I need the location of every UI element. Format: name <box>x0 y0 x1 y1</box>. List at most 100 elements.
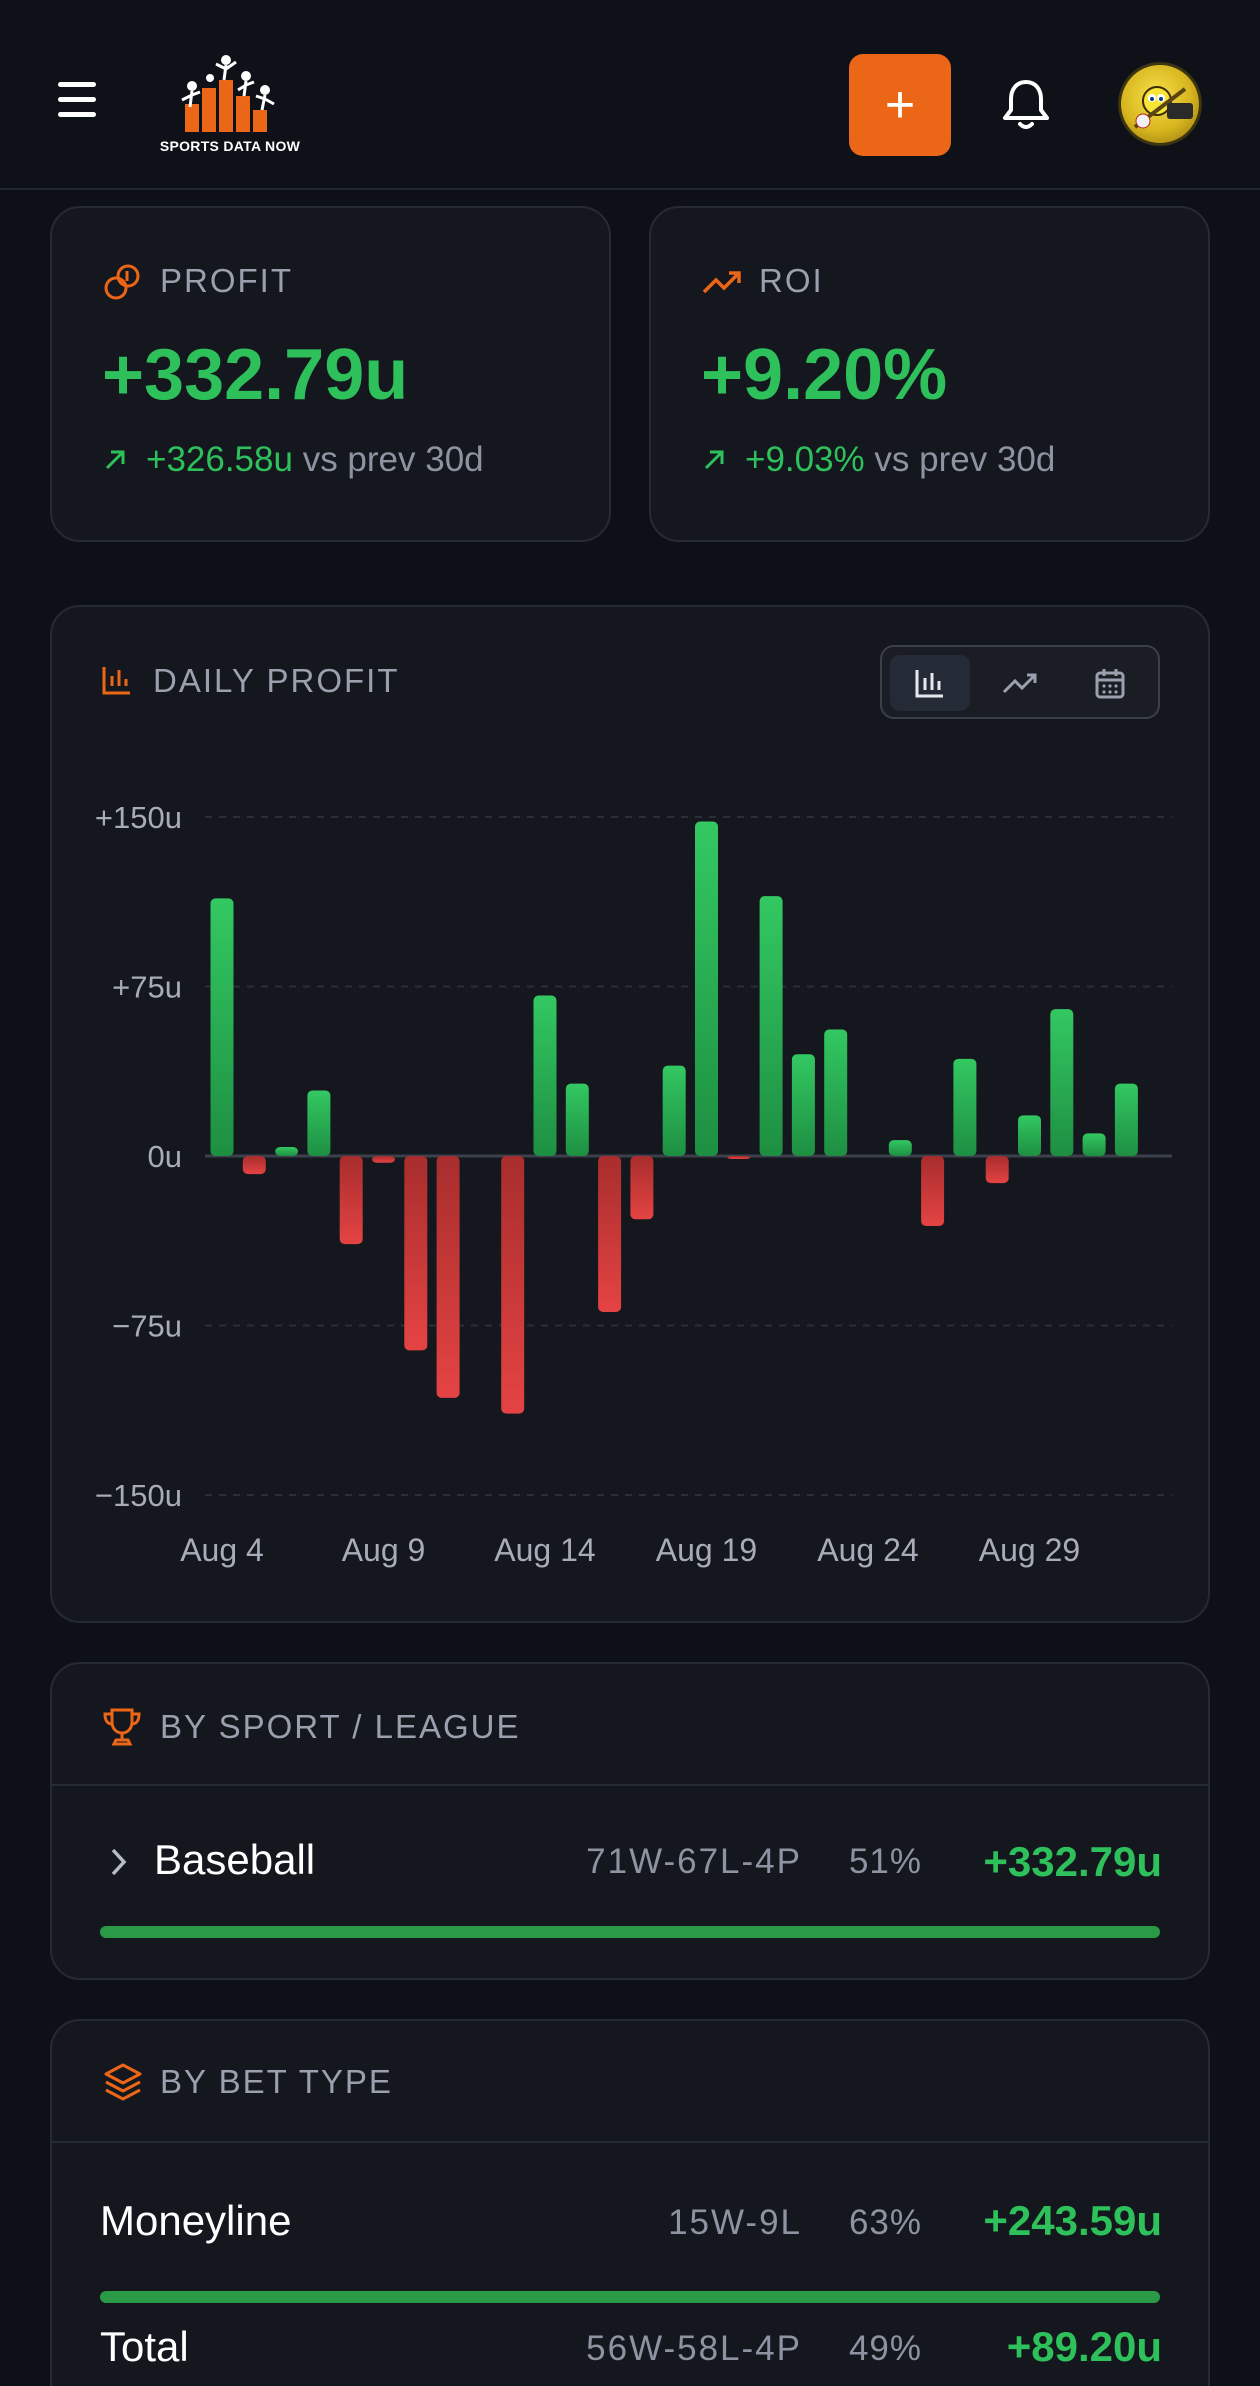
sport-win-pct: 51% <box>848 1842 922 1881</box>
chevron-right-icon[interactable] <box>108 1846 130 1878</box>
calendar-view-button[interactable] <box>1070 655 1150 711</box>
chart-bar-aug-30[interactable] <box>1050 1009 1074 1156</box>
profit-label: PROFIT <box>160 262 293 299</box>
chart-bar-aug-9[interactable] <box>372 1156 395 1163</box>
chart-view-toggle <box>880 645 1160 719</box>
chart-bar-aug-15[interactable] <box>565 1083 589 1156</box>
arrow-up-right-icon <box>704 450 724 470</box>
chart-bar-aug-4[interactable] <box>210 898 234 1156</box>
chart-bar-aug-7[interactable] <box>307 1090 331 1156</box>
sport-profit: +332.79u <box>983 1838 1162 1885</box>
chart-bar-aug-20[interactable] <box>727 1156 751 1159</box>
line-chart-icon <box>1002 673 1037 694</box>
chart-bar-aug-21[interactable] <box>759 896 783 1156</box>
y-tick-label: +75u <box>112 970 182 1005</box>
divider <box>52 2141 1208 2143</box>
bet-type-win-pct: 49% <box>848 2329 922 2368</box>
sport-row-baseball[interactable]: Baseball 71W-67L-4P 51% +332.79u <box>52 1786 1208 1976</box>
chart-bar-aug-28[interactable] <box>985 1156 1009 1184</box>
chart-bar-aug-17[interactable] <box>630 1156 654 1220</box>
profit-card: PROFIT +332.79u +326.58u vs prev 30d <box>50 206 611 542</box>
chart-bar-aug-29[interactable] <box>1018 1115 1041 1156</box>
coins-icon <box>104 264 140 300</box>
chart-bar-aug-27[interactable] <box>953 1058 977 1156</box>
sports-data-now-logo[interactable]: SPORTS DATA NOW <box>150 52 310 162</box>
sport-name: Baseball <box>154 1836 316 1883</box>
roi-change: +9.03% vs prev 30d <box>701 440 1055 480</box>
divider <box>52 1784 1208 1786</box>
chart-bar-aug-31[interactable] <box>1082 1133 1106 1156</box>
sport-record: 71W-67L-4P <box>586 1842 802 1881</box>
x-tick-label: Aug 14 <box>494 1532 595 1568</box>
chart-bar-aug-13[interactable] <box>501 1156 525 1414</box>
bet-type-name: Moneyline <box>100 2197 292 2244</box>
chart-bar-aug-14[interactable] <box>533 995 557 1156</box>
trending-up-icon <box>702 271 741 294</box>
sport-profit-bar <box>100 1926 1160 1938</box>
y-tick-label: −150u <box>95 1478 182 1513</box>
profit-change: +326.58u vs prev 30d <box>102 440 484 480</box>
bar-view-button[interactable] <box>890 655 970 711</box>
bet-type-record: 15W-9L <box>668 2203 802 2242</box>
roi-value: +9.20% <box>701 335 948 415</box>
bet-type-profit: +89.20u <box>1006 2323 1162 2370</box>
by-sport-title: BY SPORT / LEAGUE <box>160 1708 521 1745</box>
daily-profit-label: DAILY PROFIT <box>153 662 400 699</box>
roi-change-suffix: vs prev 30d <box>874 440 1056 479</box>
chart-bar-aug-6[interactable] <box>275 1146 299 1156</box>
trophy-icon <box>103 1708 141 1746</box>
chart-bar-aug-23[interactable] <box>824 1029 848 1156</box>
x-tick-label: Aug 4 <box>180 1532 264 1568</box>
roi-change-value: +9.03% <box>745 440 865 479</box>
chart-bar-aug-22[interactable] <box>791 1054 815 1156</box>
profit-value: +332.79u <box>102 335 409 415</box>
x-tick-label: Aug 29 <box>979 1532 1080 1568</box>
logo-graphic <box>181 55 275 132</box>
chart-bar-aug-19[interactable] <box>695 821 718 1156</box>
x-tick-label: Aug 9 <box>342 1532 426 1568</box>
calendar-icon <box>1095 669 1125 699</box>
by-bet-type-card: BY BET TYPE Moneyline 15W-9L 63% +243.59… <box>50 2019 1210 2386</box>
chart-bar-aug-16[interactable] <box>598 1156 622 1312</box>
x-tick-label: Aug 24 <box>817 1532 918 1568</box>
avatar[interactable] <box>1118 62 1202 146</box>
by-bet-type-title: BY BET TYPE <box>160 2063 393 2100</box>
chart-bar-sep-1[interactable] <box>1114 1083 1138 1156</box>
bet-type-profit-bar <box>100 2291 1160 2303</box>
y-tick-label: 0u <box>148 1139 182 1174</box>
by-sport-card: BY SPORT / LEAGUE Baseball 71W-67L-4P 51… <box>50 1662 1210 1980</box>
bar-chart-icon <box>102 667 130 695</box>
y-tick-label: −75u <box>112 1309 182 1344</box>
roi-card: ROI +9.20% +9.03% vs prev 30d <box>649 206 1210 542</box>
chart-bar-aug-5[interactable] <box>242 1156 266 1175</box>
add-bet-button[interactable]: + <box>849 54 951 156</box>
app-header: SPORTS DATA NOW + <box>0 0 1260 190</box>
bet-type-name: Total <box>100 2323 189 2370</box>
plus-icon: + <box>884 76 916 134</box>
bet-type-row-moneyline[interactable]: Moneyline 15W-9L 63% +243.59u <box>52 2143 1208 2303</box>
profit-change-suffix: vs prev 30d <box>302 440 484 479</box>
bet-type-row-total[interactable]: Total 56W-58L-4P 49% +89.20u <box>52 2321 1208 2386</box>
bar-chart-icon <box>915 670 943 698</box>
chart-bar-aug-18[interactable] <box>662 1065 686 1156</box>
bell-icon[interactable] <box>1000 76 1052 132</box>
menu-icon[interactable] <box>58 82 110 122</box>
roi-label: ROI <box>759 262 824 299</box>
chart-bar-aug-25[interactable] <box>888 1140 912 1156</box>
daily-profit-card <box>50 605 1210 1623</box>
chart-bar-aug-11[interactable] <box>436 1156 460 1398</box>
arrow-up-right-icon <box>105 450 125 470</box>
chart-bar-aug-8[interactable] <box>339 1156 363 1245</box>
logo-text: SPORTS DATA NOW <box>159 138 301 154</box>
y-tick-label: +150u <box>95 800 182 835</box>
chart-bar-aug-10[interactable] <box>404 1156 428 1351</box>
chart-bar-aug-26[interactable] <box>921 1156 945 1227</box>
layers-icon <box>104 2063 142 2101</box>
line-view-button[interactable] <box>980 655 1060 711</box>
bet-type-win-pct: 63% <box>848 2203 922 2242</box>
bet-type-profit: +243.59u <box>983 2197 1162 2244</box>
daily-profit-chart: +150u +75u 0u −75u −150u Aug 4 Aug 9 Aug 14 Aug… <box>95 800 1172 1568</box>
x-tick-label: Aug 19 <box>656 1532 757 1568</box>
bet-type-record: 56W-58L-4P <box>586 2329 802 2368</box>
profit-change-value: +326.58u <box>146 440 293 479</box>
